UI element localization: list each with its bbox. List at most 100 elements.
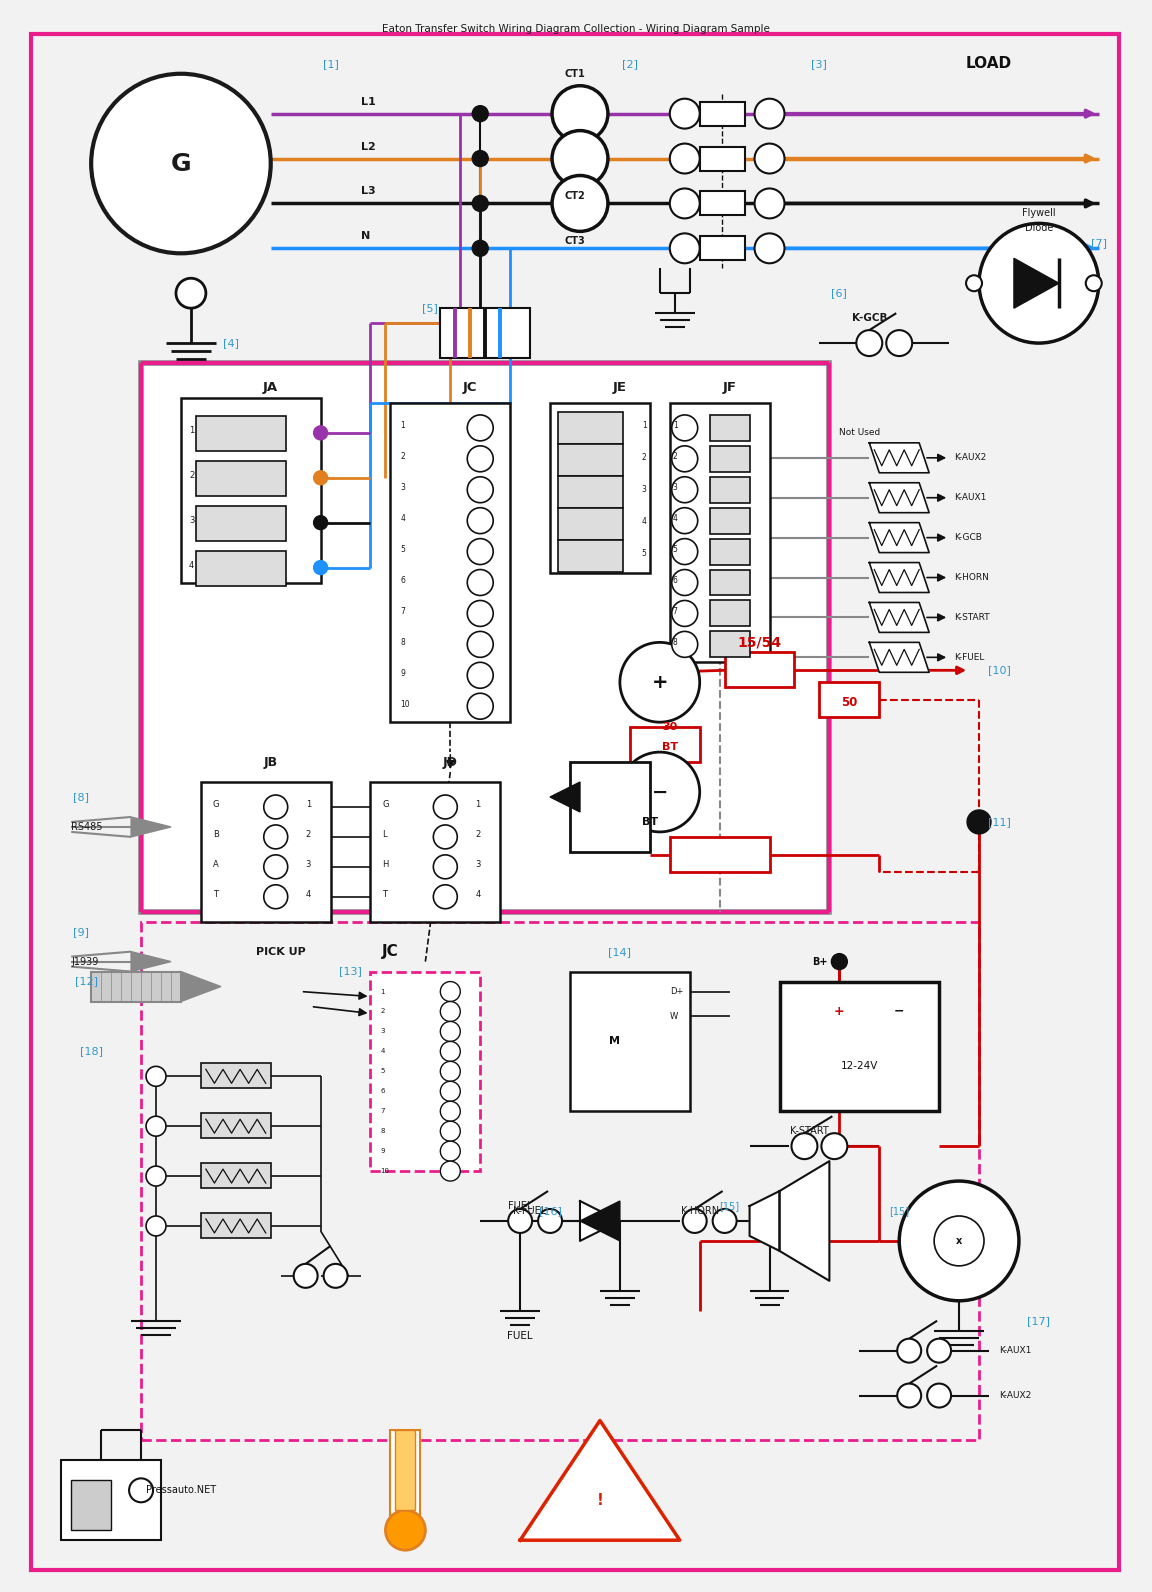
Text: J1939: J1939 (71, 957, 99, 966)
Text: G: G (382, 801, 389, 809)
Text: 2: 2 (401, 452, 406, 462)
Text: 4: 4 (380, 1049, 385, 1054)
Circle shape (468, 693, 493, 720)
Circle shape (468, 600, 493, 626)
Polygon shape (750, 1191, 780, 1251)
Circle shape (672, 416, 698, 441)
Circle shape (669, 143, 699, 174)
Polygon shape (780, 1161, 829, 1282)
Text: JE: JE (613, 382, 627, 395)
Text: G: G (170, 151, 191, 175)
Circle shape (672, 538, 698, 565)
Circle shape (886, 330, 912, 357)
Circle shape (755, 99, 785, 129)
Text: 4: 4 (305, 890, 311, 899)
Text: [6]: [6] (832, 288, 848, 298)
Bar (699, 146, 744, 170)
Circle shape (821, 1134, 848, 1159)
Circle shape (672, 600, 698, 626)
Circle shape (264, 794, 288, 818)
Text: [7]: [7] (1091, 239, 1107, 248)
Bar (371, 971, 480, 1172)
Text: [14]: [14] (608, 947, 631, 957)
Circle shape (538, 1208, 562, 1232)
Polygon shape (131, 952, 170, 971)
Text: 3: 3 (380, 1028, 385, 1035)
Text: 9: 9 (380, 1148, 385, 1154)
Circle shape (440, 1141, 461, 1161)
Bar (710, 508, 750, 533)
Text: −: − (894, 1005, 904, 1017)
Text: 4: 4 (401, 514, 406, 524)
Circle shape (897, 1383, 922, 1407)
Text: 5: 5 (642, 549, 646, 559)
Text: K-AUX2: K-AUX2 (954, 454, 986, 462)
Circle shape (472, 105, 488, 121)
Bar (710, 632, 750, 657)
Circle shape (620, 751, 699, 833)
Circle shape (313, 516, 327, 530)
Text: 4: 4 (642, 517, 646, 527)
Circle shape (324, 1264, 348, 1288)
Text: JD: JD (442, 756, 457, 769)
Circle shape (294, 1264, 318, 1288)
Circle shape (264, 855, 288, 879)
Bar (710, 476, 750, 503)
Text: 1: 1 (380, 989, 385, 995)
Text: 1: 1 (476, 801, 480, 809)
Bar (141, 363, 829, 912)
Bar (61, 1460, 161, 1539)
Text: [18]: [18] (79, 1046, 103, 1057)
Bar (780, 982, 939, 1111)
Bar (200, 1213, 271, 1239)
Text: K-HORN: K-HORN (954, 573, 988, 583)
Bar (699, 102, 744, 126)
Text: N: N (361, 231, 370, 242)
Text: K-HORN: K-HORN (681, 1207, 719, 1216)
Text: [3]: [3] (811, 59, 827, 68)
Text: JB: JB (264, 756, 278, 769)
Text: −: − (652, 783, 668, 801)
Circle shape (440, 1022, 461, 1041)
Circle shape (755, 143, 785, 174)
Text: K-AUX1: K-AUX1 (999, 1347, 1031, 1355)
Text: 3: 3 (642, 486, 646, 494)
Text: [2]: [2] (622, 59, 638, 68)
Circle shape (468, 508, 493, 533)
Circle shape (552, 131, 608, 186)
Text: 3: 3 (673, 484, 677, 492)
Bar (819, 683, 879, 716)
Circle shape (468, 570, 493, 595)
Bar (395, 1431, 416, 1511)
Circle shape (472, 196, 488, 212)
Bar (200, 1113, 271, 1138)
Text: D+: D+ (669, 987, 683, 997)
Bar (710, 538, 750, 565)
Text: JC: JC (382, 944, 399, 958)
Circle shape (146, 1067, 166, 1086)
Text: 1: 1 (401, 422, 406, 430)
Circle shape (468, 446, 493, 471)
Text: B: B (213, 831, 219, 839)
Circle shape (468, 662, 493, 688)
Text: H: H (382, 860, 389, 869)
Bar (440, 309, 530, 358)
Text: K-GCB: K-GCB (954, 533, 982, 543)
Text: B+: B+ (812, 957, 827, 966)
Text: 4: 4 (189, 560, 195, 570)
Text: [15]: [15] (720, 1200, 740, 1212)
Polygon shape (870, 602, 930, 632)
Polygon shape (521, 1420, 680, 1539)
Text: CT2: CT2 (564, 191, 585, 202)
Text: 7: 7 (401, 607, 406, 616)
Bar (630, 728, 699, 763)
Circle shape (468, 416, 493, 441)
Text: [11]: [11] (987, 817, 1010, 826)
Circle shape (967, 275, 982, 291)
Circle shape (672, 508, 698, 533)
Circle shape (468, 538, 493, 565)
Circle shape (146, 1165, 166, 1186)
Text: FUEL: FUEL (508, 1200, 532, 1212)
Circle shape (313, 471, 327, 484)
Text: 9: 9 (401, 669, 406, 678)
